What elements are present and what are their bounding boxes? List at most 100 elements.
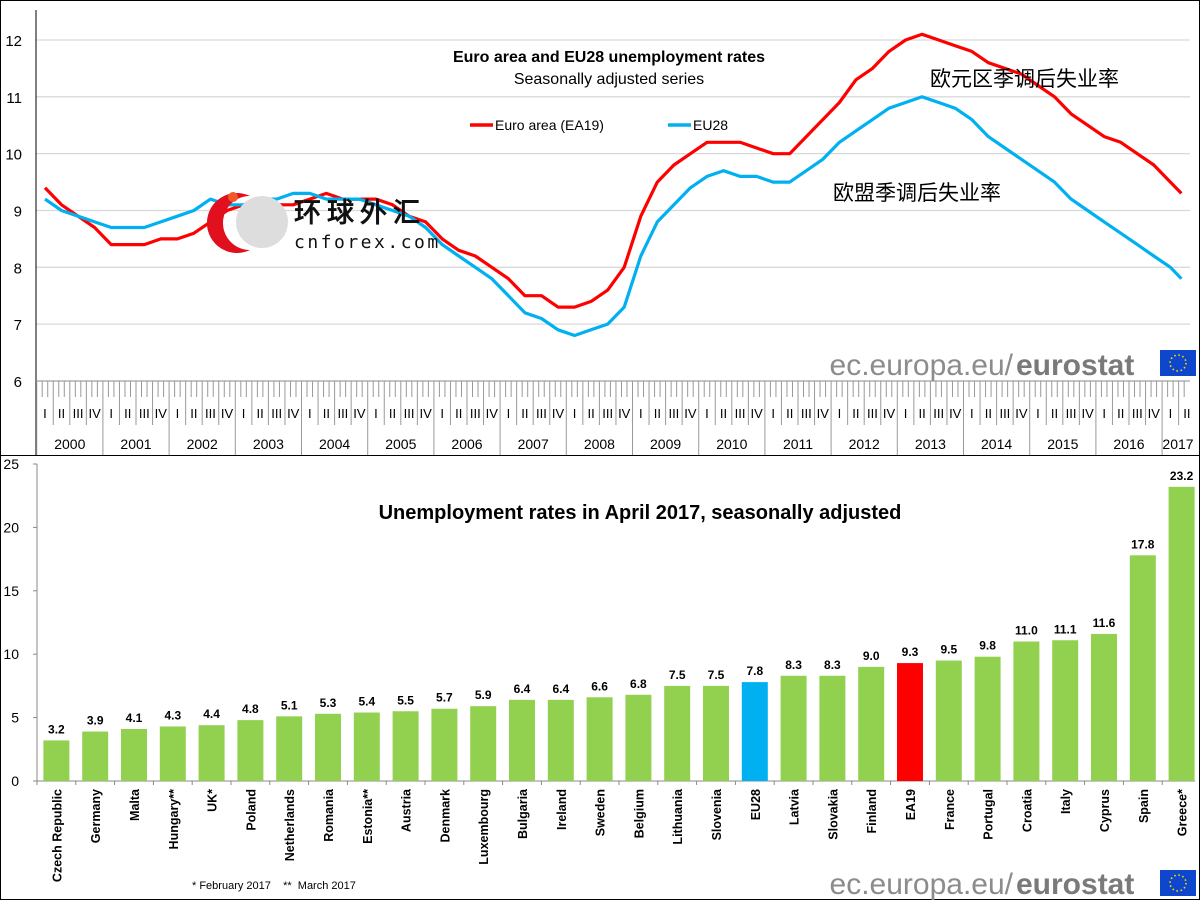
bar-romania — [315, 713, 341, 781]
x-year-label: 2017 — [1162, 436, 1193, 452]
x-year-label: 2009 — [650, 436, 681, 452]
x-category-label: Sweden — [594, 789, 608, 836]
y-tick-label: 12 — [5, 33, 22, 50]
bar-chart-title: Unemployment rates in April 2017, season… — [379, 502, 902, 524]
x-quarter-label: II — [654, 406, 661, 421]
x-year-label: 2005 — [385, 436, 416, 452]
bar-value-label: 17.8 — [1131, 537, 1155, 551]
eurostat-site-text: ec.europa.eu/ — [830, 868, 1014, 900]
bar-value-label: 4.8 — [242, 702, 259, 716]
bar-value-label: 6.6 — [591, 679, 608, 693]
x-category-label: Denmark — [438, 789, 452, 843]
x-category-label: Portugal — [982, 789, 996, 840]
x-quarter-label: II — [257, 406, 264, 421]
y-tick-label: 20 — [3, 519, 19, 535]
x-quarter-label: III — [337, 406, 348, 421]
legend: Euro area (EA19) EU28 — [470, 117, 728, 133]
x-category-label: Romania — [322, 788, 336, 842]
x-quarter-label: IV — [817, 406, 830, 421]
x-quarter-label: IV — [1015, 406, 1028, 421]
bar-sweden — [586, 697, 613, 781]
x-year-label: 2007 — [518, 436, 549, 452]
x-year-label: 2013 — [915, 436, 946, 452]
bar-italy — [1052, 640, 1079, 781]
x-year-label: 2014 — [981, 436, 1012, 452]
x-quarter-label: III — [139, 406, 150, 421]
bar-malta — [121, 729, 147, 781]
x-quarter-label: IV — [1081, 406, 1094, 421]
y-tick-label: 25 — [3, 456, 19, 472]
x-year-label: 2015 — [1047, 436, 1078, 452]
y-tick-label: 6 — [14, 374, 22, 391]
x-quarter-label: II — [455, 406, 462, 421]
eu-flag-icon — [1160, 870, 1196, 896]
eurostat-logo-top: ec.europa.eu/ eurostat — [830, 349, 1196, 382]
x-quarter-label: II — [1183, 406, 1190, 421]
bar-value-label: 7.5 — [669, 668, 686, 682]
x-quarter-label: II — [919, 406, 926, 421]
x-quarter-label: II — [58, 406, 65, 421]
x-quarter-label: I — [308, 406, 312, 421]
bar-austria — [392, 711, 419, 781]
x-year-label: 2006 — [451, 436, 482, 452]
bar-value-label: 7.8 — [746, 664, 763, 678]
bar-value-label: 5.7 — [436, 691, 453, 705]
x-year-label: 2002 — [187, 436, 218, 452]
x-category-label: Spain — [1137, 789, 1151, 823]
bar-value-label: 4.4 — [203, 707, 220, 721]
x-quarter-label: I — [507, 406, 511, 421]
bar-france — [935, 660, 962, 781]
x-quarter-label: I — [1102, 406, 1106, 421]
x-quarter-label: I — [440, 406, 444, 421]
eurostat-logo-bottom: ec.europa.eu/ eurostat — [830, 868, 1196, 900]
annotation-eu-cn: 欧盟季调后失业率 — [833, 182, 1001, 205]
x-quarter-label: II — [521, 406, 528, 421]
x-year-label: 2012 — [849, 436, 880, 452]
bar-belgium — [625, 694, 652, 781]
bar-poland — [237, 720, 264, 781]
x-quarter-label: III — [801, 406, 812, 421]
bar-latvia — [780, 675, 807, 781]
x-category-label: Poland — [244, 789, 258, 831]
bar-slovenia — [703, 685, 729, 781]
x-quarter-label: IV — [155, 406, 168, 421]
bar-estonia — [353, 712, 380, 781]
x-quarter-label: III — [1066, 406, 1077, 421]
x-quarter-label: II — [1117, 406, 1124, 421]
x-year-label: 2003 — [253, 436, 284, 452]
x-year-label: 2004 — [319, 436, 350, 452]
x-quarter-label: II — [786, 406, 793, 421]
x-category-label: Germany — [89, 789, 103, 843]
x-category-label: Slovakia — [826, 788, 840, 840]
series-line-ea19 — [43, 32, 1183, 309]
x-quarter-label: I — [573, 406, 577, 421]
eu-stars-icon — [1169, 354, 1187, 372]
x-quarter-label: II — [588, 406, 595, 421]
watermark-domain-text: cnforex.com — [294, 232, 441, 253]
bar-ireland — [547, 699, 574, 781]
watermark-cn-text: 环球外汇 — [294, 198, 426, 228]
x-category-label: EA19 — [904, 789, 918, 820]
series-line-eu28 — [44, 95, 1183, 338]
x-quarter-label: III — [999, 406, 1010, 421]
x-quarter-label: III — [404, 406, 415, 421]
bar-value-label: 9.0 — [863, 649, 880, 663]
bar-value-label: 5.9 — [475, 688, 492, 702]
bar-value-label: 5.4 — [358, 695, 375, 709]
x-quarter-label: IV — [419, 406, 432, 421]
bar-denmark — [431, 708, 458, 781]
y-tick-label: 5 — [11, 710, 19, 726]
x-quarter-label: II — [124, 406, 131, 421]
x-quarter-label: III — [867, 406, 878, 421]
x-quarter-label: IV — [353, 406, 366, 421]
x-category-label: Croatia — [1020, 788, 1034, 832]
bar-finland — [858, 666, 885, 781]
x-quarter-label: II — [720, 406, 727, 421]
x-year-label: 2008 — [584, 436, 615, 452]
x-quarter-label: III — [602, 406, 613, 421]
x-category-label: Ireland — [555, 789, 569, 830]
bar-value-label: 4.3 — [164, 708, 181, 722]
bar-greece — [1168, 486, 1195, 781]
x-category-label: UK* — [206, 789, 220, 812]
bar-lithuania — [664, 685, 691, 781]
